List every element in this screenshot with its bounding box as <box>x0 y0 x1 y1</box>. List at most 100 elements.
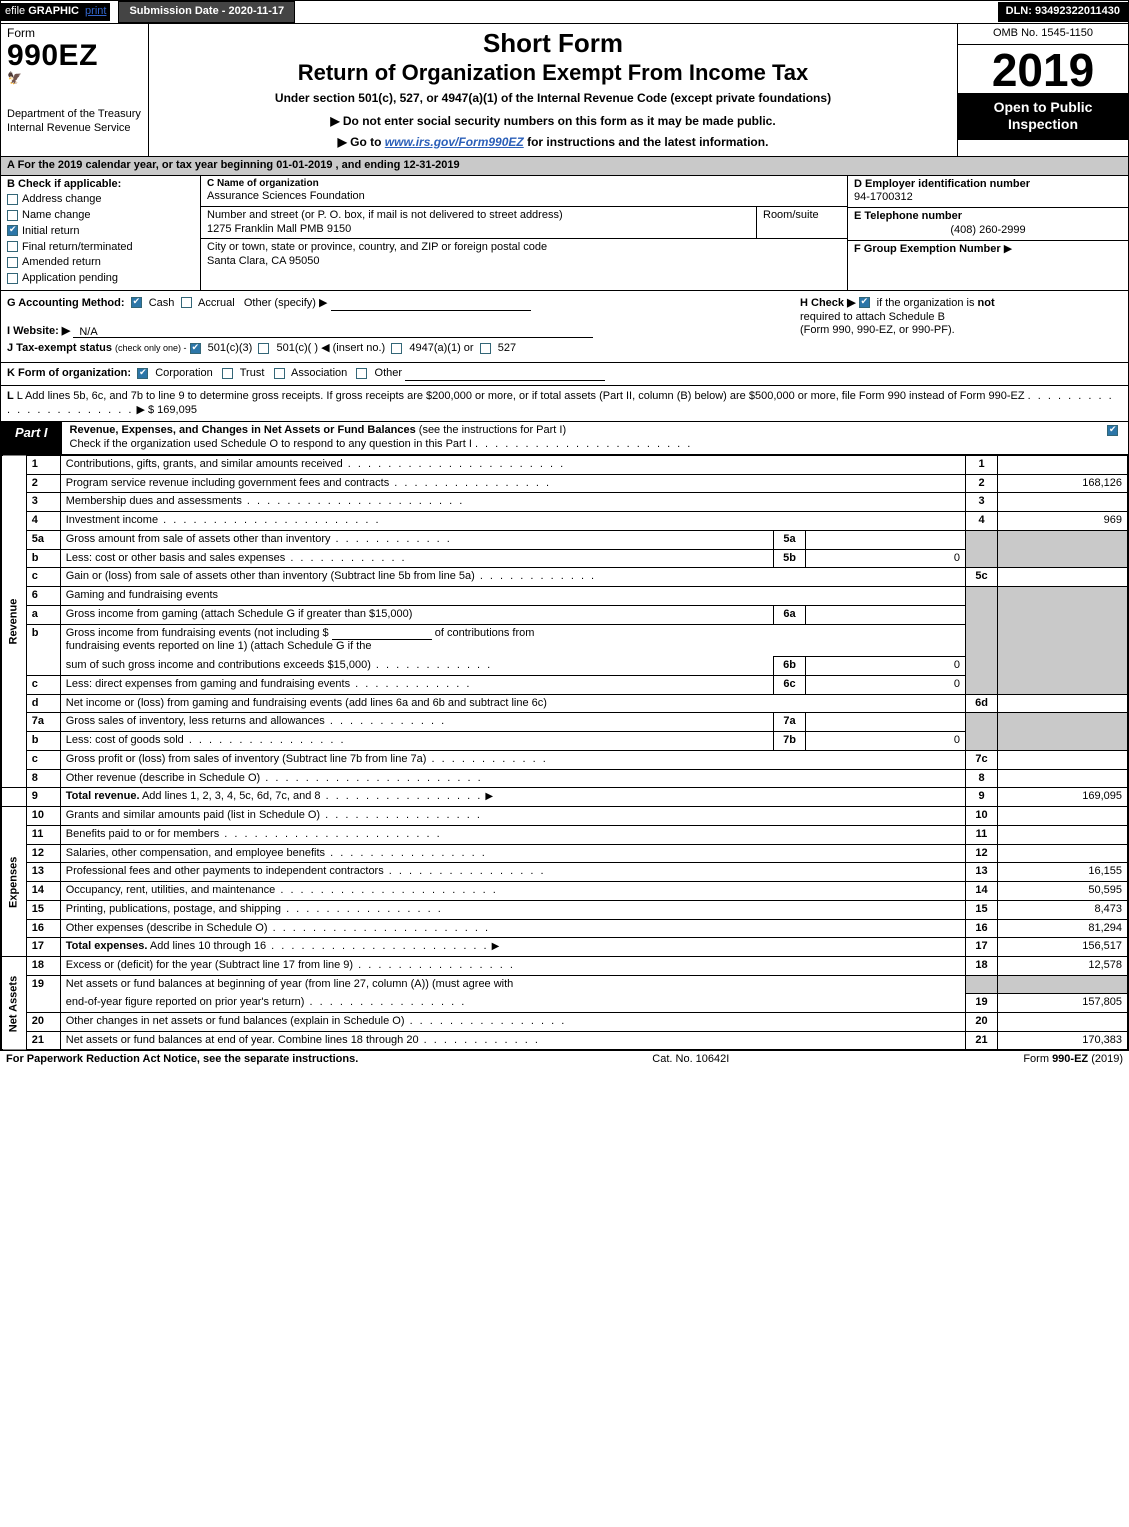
lbl-501c3: 501(c)(3) <box>208 342 253 354</box>
l17-val: 156,517 <box>998 938 1128 957</box>
l9-arrow: ▶ <box>485 791 493 802</box>
l21-desc: Net assets or fund balances at end of ye… <box>66 1034 540 1046</box>
chk-app-pending-row: Application pending <box>7 272 194 286</box>
l6c-mv: 0 <box>806 675 966 694</box>
l19-d1: Net assets or fund balances at beginning… <box>60 975 965 993</box>
line-2: 2 Program service revenue including gove… <box>2 474 1128 493</box>
l9-val: 169,095 <box>998 788 1128 807</box>
header-left: Form 990EZ 🦅 Department of the Treasury … <box>1 24 149 156</box>
l14-desc: Occupancy, rent, utilities, and maintena… <box>66 884 498 896</box>
l5c-desc: Gain or (loss) from sale of assets other… <box>66 570 596 582</box>
chk-corp[interactable] <box>137 368 148 379</box>
line-5b: b Less: cost or other basis and sales ex… <box>2 549 1128 568</box>
l6b-blank[interactable] <box>332 628 432 640</box>
gij-left: G Accounting Method: Cash Accrual Other … <box>7 297 792 356</box>
chk-name-change[interactable] <box>7 210 18 221</box>
l15-num: 15 <box>26 900 60 919</box>
chk-cash[interactable] <box>131 297 142 308</box>
l10-val <box>998 807 1128 826</box>
row-g: G Accounting Method: Cash Accrual Other … <box>7 297 792 311</box>
chk-initial-return-row: Initial return <box>7 225 194 239</box>
line-3: 3 Membership dues and assessments 3 <box>2 493 1128 512</box>
l3-val <box>998 493 1128 512</box>
lbl-corp: Corporation <box>155 367 212 379</box>
j-label: J Tax-exempt status <box>7 342 112 354</box>
line-21: 21 Net assets or fund balances at end of… <box>2 1031 1128 1050</box>
chk-amended-return[interactable] <box>7 257 18 268</box>
other-specify-input[interactable] <box>331 299 531 311</box>
l4-desc: Investment income <box>66 514 381 526</box>
l14-num: 14 <box>26 882 60 901</box>
l17-arrow: ▶ <box>492 941 500 952</box>
l6d-rn: 6d <box>966 694 998 713</box>
line-6b-bot: sum of such gross income and contributio… <box>2 657 1128 676</box>
part-i-title-wrap: Revenue, Expenses, and Changes in Net As… <box>62 422 1098 454</box>
netassets-side-label: Net Assets <box>2 957 27 1050</box>
chk-initial-return[interactable] <box>7 225 18 236</box>
chk-accrual[interactable] <box>181 297 192 308</box>
efile-prefix: efile <box>5 5 28 17</box>
l16-val: 81,294 <box>998 919 1128 938</box>
chk-final-return-row: Final return/terminated <box>7 241 194 255</box>
l18-rn: 18 <box>966 957 998 976</box>
print-link[interactable]: print <box>85 5 106 17</box>
chk-assoc[interactable] <box>274 368 285 379</box>
irs-link[interactable]: www.irs.gov/Form990EZ <box>385 135 524 149</box>
l21-rn: 21 <box>966 1031 998 1050</box>
grey-5ab-val <box>998 530 1128 568</box>
l15-val: 8,473 <box>998 900 1128 919</box>
l20-rn: 20 <box>966 1012 998 1031</box>
lbl-assoc: Association <box>291 367 347 379</box>
open-to-public: Open to Public Inspection <box>958 93 1128 140</box>
grey-19-val <box>998 975 1128 993</box>
l5b-mn: 5b <box>774 549 806 568</box>
l1-num: 1 <box>26 455 60 474</box>
top-bar: efile GRAPHIC print Submission Date - 20… <box>1 1 1128 24</box>
header-center: Short Form Return of Organization Exempt… <box>149 24 958 156</box>
l1-val <box>998 455 1128 474</box>
chk-schedule-o[interactable] <box>1107 425 1118 436</box>
l5b-desc: Less: cost or other basis and sales expe… <box>66 552 407 564</box>
l17-rn: 17 <box>966 938 998 957</box>
l4-num: 4 <box>26 512 60 531</box>
chk-527[interactable] <box>480 343 491 354</box>
l10-rn: 10 <box>966 807 998 826</box>
go-to-suffix: for instructions and the latest informat… <box>524 135 769 149</box>
l6b-mv: 0 <box>806 657 966 676</box>
l8-desc: Other revenue (describe in Schedule O) <box>66 772 483 784</box>
section-e: E Telephone number (408) 260-2999 <box>848 208 1128 241</box>
chk-app-pending[interactable] <box>7 273 18 284</box>
org-name: Assurance Sciences Foundation <box>207 190 841 204</box>
other-org-input[interactable] <box>405 369 605 381</box>
l20-val <box>998 1012 1128 1031</box>
revenue-side-spacer <box>2 788 27 807</box>
chk-final-return[interactable] <box>7 241 18 252</box>
l16-num: 16 <box>26 919 60 938</box>
l14-rn: 14 <box>966 882 998 901</box>
lbl-accrual: Accrual <box>198 297 235 309</box>
lbl-address-change: Address change <box>22 193 102 205</box>
part-i-title: Revenue, Expenses, and Changes in Net As… <box>70 424 416 436</box>
line-19-top: 19 Net assets or fund balances at beginn… <box>2 975 1128 993</box>
lbl-trust: Trust <box>240 367 265 379</box>
line-20: 20 Other changes in net assets or fund b… <box>2 1012 1128 1031</box>
chk-501c-other[interactable] <box>258 343 269 354</box>
website-value: N/A <box>73 326 593 338</box>
h-line2: required to attach Schedule B <box>800 311 945 323</box>
l6d-val <box>998 694 1128 713</box>
chk-501c3[interactable] <box>190 343 201 354</box>
org-city: Santa Clara, CA 95050 <box>207 255 841 269</box>
chk-4947[interactable] <box>391 343 402 354</box>
grey-6 <box>966 587 998 695</box>
l5b-num: b <box>26 549 60 568</box>
chk-other-org[interactable] <box>356 368 367 379</box>
chk-address-change[interactable] <box>7 194 18 205</box>
l9-rn: 9 <box>966 788 998 807</box>
part-i-table: Revenue 1 Contributions, gifts, grants, … <box>1 455 1128 1051</box>
chk-h[interactable] <box>859 297 870 308</box>
l6b-d1: Gross income from fundraising events (no… <box>66 627 329 639</box>
line-6d: d Net income or (loss) from gaming and f… <box>2 694 1128 713</box>
chk-trust[interactable] <box>222 368 233 379</box>
line-8: 8 Other revenue (describe in Schedule O)… <box>2 769 1128 788</box>
section-d: D Employer identification number 94-1700… <box>848 176 1128 209</box>
